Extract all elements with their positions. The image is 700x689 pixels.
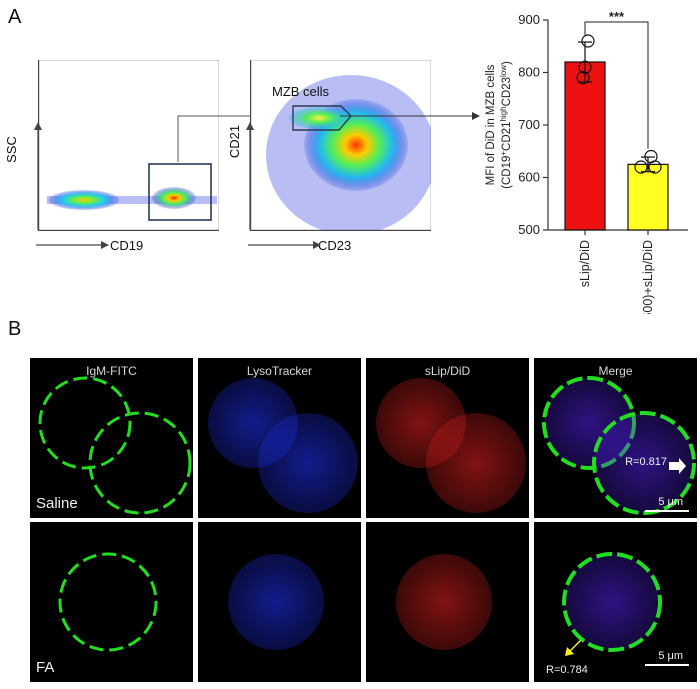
arrow-icon [669, 458, 686, 474]
plot2-x-label: CD23 [318, 238, 352, 253]
arrow-icon [565, 640, 581, 656]
channel-title: sLip/DiD [424, 364, 471, 378]
panel-b-letter: B [8, 318, 22, 340]
cell [58, 552, 158, 652]
cell [258, 413, 358, 513]
x-tick-label: sLip/DiD [578, 240, 592, 287]
x-tick-label: FA(500)+sLip/DiD [641, 240, 655, 314]
y-tick-label: 700 [518, 117, 540, 132]
micro-tile-fa-3 [366, 522, 529, 682]
scale-bar [645, 510, 689, 512]
gate-mzb [292, 105, 352, 131]
bar-chart: 500 600 700 800 900 MFI of DiD in MZB cells (C… [485, 9, 688, 314]
micro-image [562, 552, 662, 652]
y-axis-sublabel: (CD19+CD21highCD23low) [499, 61, 514, 189]
micro-image [228, 554, 324, 650]
plot1-y-label: SSC [3, 136, 19, 163]
y-tick-label: 600 [518, 170, 540, 185]
micro-image [58, 552, 158, 652]
y-axis-label: MFI of DiD in MZB cells [485, 64, 497, 185]
population-cd19-negative [49, 190, 119, 210]
plot2-gate-label: MZB cells [272, 84, 330, 99]
population-mzb [289, 107, 349, 129]
micro-tile-saline-2: LysoTracker [198, 358, 361, 518]
flow-plot-cd19-ssc-svg [38, 59, 220, 231]
plot2-y-arrow [246, 122, 254, 230]
flow-plot-cd19-ssc [38, 59, 220, 231]
cell [88, 411, 192, 515]
bar-2 [627, 163, 669, 231]
cell [228, 554, 324, 650]
data-point [648, 160, 662, 174]
scale-bar-label: 5 μm [658, 496, 683, 508]
cell [426, 413, 526, 513]
y-tick-label: 500 [518, 222, 540, 237]
micro-image [208, 378, 358, 513]
channel-title: LysoTracker [246, 364, 313, 378]
micro-image [376, 378, 526, 513]
micro-image [396, 554, 492, 650]
cell [562, 552, 662, 652]
data-point [576, 71, 590, 85]
cell [396, 554, 492, 650]
colocalization-r-value: R=0.784 [546, 664, 588, 676]
data-point [578, 60, 592, 74]
cell [592, 411, 696, 515]
micro-tile-fa-4: R=0.784 5 μm [534, 522, 697, 682]
micro-tile-saline-4: Merge R=0.817 5 μm [534, 358, 697, 518]
cell [38, 376, 132, 470]
y-tick-label: 800 [518, 65, 540, 80]
plot1-x-label: CD19 [110, 238, 144, 253]
micro-tile-fa-1: FA [30, 522, 193, 682]
plot1-y-arrow [34, 122, 42, 230]
significance-bracket [584, 21, 649, 149]
condition-label: Saline [36, 495, 78, 512]
panel-a-letter: A [8, 6, 22, 28]
scale-bar-label: 5 μm [658, 650, 683, 662]
channel-title: Merge [598, 364, 633, 378]
scale-bar [645, 664, 689, 666]
y-tick-label: 900 [518, 12, 540, 27]
condition-label: FA [36, 659, 55, 676]
plot2-x-arrow [248, 241, 321, 249]
micro-image [38, 376, 192, 515]
plot1-x-arrow [36, 241, 109, 249]
population-cd19-positive [152, 187, 196, 209]
channel-title: IgM-FITC [86, 364, 137, 378]
data-point [581, 34, 595, 48]
colocalization-r-value: R=0.817 [625, 456, 667, 468]
bar-1 [564, 61, 606, 231]
micro-tile-saline-3: sLip/DiD [366, 358, 529, 518]
significance-label: *** [609, 9, 625, 24]
flow-plot-cd23-cd21 [250, 59, 436, 235]
micro-tile-saline-1: IgM-FITC Saline [30, 358, 193, 518]
micro-image [542, 376, 696, 515]
gate-cd19 [148, 163, 212, 221]
flow-plot-cd23-cd21-svg [250, 59, 436, 235]
data-point [634, 160, 648, 174]
mzb-connector [340, 112, 480, 120]
micro-tile-fa-2 [198, 522, 361, 682]
